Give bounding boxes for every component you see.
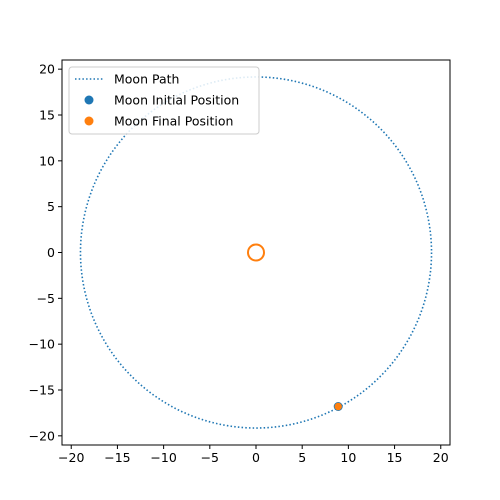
legend-label-moon-path: Moon Path: [114, 72, 179, 87]
legend-label-final-position: Moon Final Position: [114, 114, 233, 129]
y-tick-label: −15: [29, 383, 55, 398]
y-tick-label: 5: [47, 199, 55, 214]
x-tick-label: −20: [58, 450, 84, 465]
y-tick-label: 10: [39, 153, 55, 168]
x-tick-label: −5: [201, 450, 219, 465]
x-tick-label: 15: [387, 450, 403, 465]
x-tick-label: 5: [298, 450, 306, 465]
x-tick-label: 10: [340, 450, 356, 465]
x-tick-label: −10: [150, 450, 176, 465]
moon-final-position-point: [335, 403, 341, 409]
y-tick-label: 20: [39, 62, 55, 77]
x-tick-label: 0: [252, 450, 260, 465]
x-tick-label: −15: [104, 450, 130, 465]
x-tick-label: 20: [433, 450, 449, 465]
y-tick-label: 0: [47, 245, 55, 260]
legend-handle-initial-position: [85, 96, 94, 105]
legend-handle-final-position: [85, 117, 94, 126]
y-tick-label: −20: [29, 428, 55, 443]
y-tick-label: 15: [39, 108, 55, 123]
legend-label-initial-position: Moon Initial Position: [114, 93, 239, 108]
y-tick-label: −5: [37, 291, 55, 306]
legend: Moon Path Moon Initial Position Moon Fin…: [69, 67, 259, 134]
y-tick-label: −10: [29, 337, 55, 352]
